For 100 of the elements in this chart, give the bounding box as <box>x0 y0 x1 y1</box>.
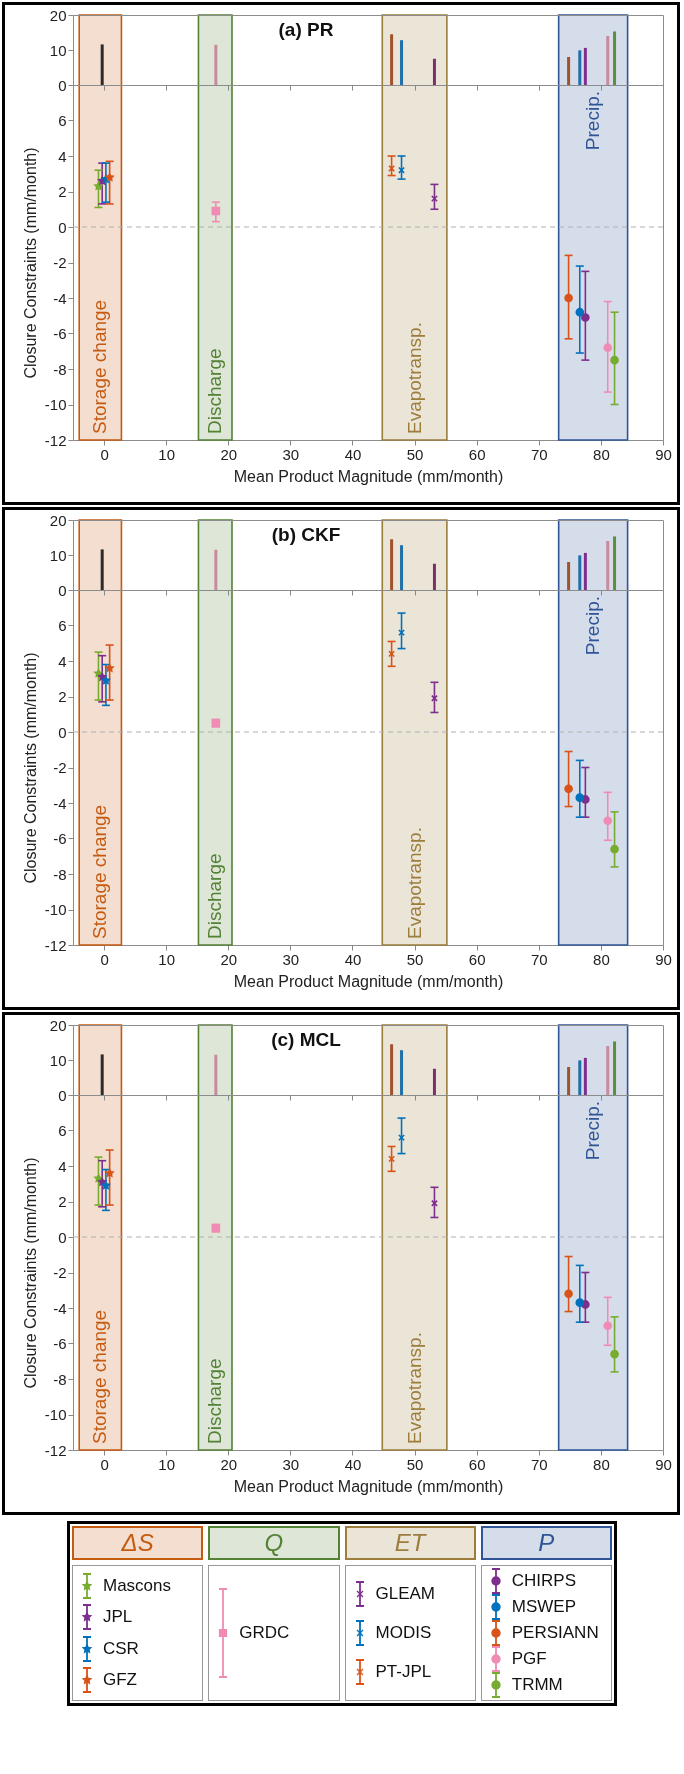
bar <box>578 50 582 85</box>
y-tick-label: 0 <box>58 218 67 236</box>
bar <box>578 1060 582 1095</box>
x-tick-label: 90 <box>655 1455 672 1473</box>
x-tick-label: 80 <box>593 1455 610 1473</box>
point <box>575 793 585 802</box>
y-tick-label: -12 <box>44 431 67 449</box>
legend-label: CSR <box>103 1638 139 1659</box>
legend-label: GFZ <box>103 1669 137 1690</box>
band-label: Discharge <box>204 1358 226 1444</box>
bar <box>214 44 218 85</box>
x-tick-label: 20 <box>220 1455 238 1473</box>
y-tick-label: 0 <box>58 1228 67 1246</box>
point <box>398 1134 405 1142</box>
y-tick-label: 10 <box>49 546 67 564</box>
y-tick-label: -6 <box>53 830 67 847</box>
point <box>101 676 111 685</box>
y-tick-label: -12 <box>44 1441 67 1459</box>
point <box>575 1298 585 1307</box>
x-tick-label: 20 <box>220 950 238 968</box>
x-tick-label: 70 <box>530 1455 548 1473</box>
y-axis-title: Closure Constraints (mm/month) <box>21 652 39 884</box>
y-tick-label: -2 <box>53 759 67 776</box>
legend-label: Mascons <box>103 1576 172 1597</box>
y-tick-label: -8 <box>53 865 67 883</box>
bar <box>100 44 104 85</box>
y-tick-label: 10 <box>49 1051 67 1069</box>
bar <box>100 549 104 590</box>
y-tick-label: -8 <box>53 1370 67 1388</box>
y-tick-label: -10 <box>44 901 67 918</box>
point <box>610 355 619 365</box>
band-label: Storage change <box>89 804 111 939</box>
y-axis-title: Closure Constraints (mm/month) <box>21 147 39 379</box>
legend-label: PERSIANN <box>511 1623 599 1643</box>
y-tick-label: 4 <box>58 147 67 165</box>
point <box>603 1321 613 1331</box>
bar <box>100 1054 104 1095</box>
x-tick-label: 40 <box>344 950 362 968</box>
y-tick-label: -12 <box>44 936 67 954</box>
x-tick-label: 50 <box>406 445 424 463</box>
x-tick-label: 0 <box>100 950 109 968</box>
x-tick-label: 30 <box>282 445 300 463</box>
bar <box>567 562 571 590</box>
legend-label: PT-JPL <box>375 1662 432 1682</box>
x-tick-label: 70 <box>530 445 548 463</box>
y-tick-label: 6 <box>58 1122 67 1139</box>
x-tick-label: 90 <box>655 950 672 968</box>
y-tick-label: 20 <box>49 1016 67 1034</box>
bar <box>583 1057 587 1095</box>
band-label: Precip. <box>582 91 604 151</box>
y-tick-label: 6 <box>58 617 67 634</box>
text: P <box>480 1526 612 1560</box>
x-tick-label: 40 <box>344 1455 362 1473</box>
bar <box>606 1046 610 1095</box>
y-tick-label: -10 <box>44 396 67 413</box>
bar <box>432 563 436 590</box>
band-label: Discharge <box>204 853 226 939</box>
text: ΔS <box>72 1526 204 1560</box>
point <box>564 784 573 794</box>
bar <box>567 1067 571 1095</box>
y-tick-label: -4 <box>53 1299 67 1317</box>
x-axis-title: Mean Product Magnitude (mm/month) <box>233 1477 504 1495</box>
legend-label: PGF <box>511 1649 547 1669</box>
point <box>105 172 114 181</box>
y-axis-title: Closure Constraints (mm/month) <box>21 1157 39 1389</box>
band-label: Storage change <box>89 299 111 434</box>
y-tick-label: -2 <box>53 1264 67 1281</box>
y-tick-label: 0 <box>58 723 67 741</box>
legend-label: GRDC <box>239 1623 290 1643</box>
legend-label: TRMM <box>511 1675 563 1695</box>
bar <box>390 539 394 590</box>
bar <box>214 1054 218 1095</box>
x-tick-label: 0 <box>100 1455 109 1473</box>
point <box>610 844 619 854</box>
bar <box>613 1041 617 1095</box>
band-label: Precip. <box>582 596 604 656</box>
band-label: Precip. <box>582 1101 604 1161</box>
x-tick-label: 60 <box>468 1455 486 1473</box>
bar <box>583 47 587 85</box>
point <box>610 1349 619 1359</box>
x-tick-label: 50 <box>406 950 424 968</box>
y-tick-label: -8 <box>53 360 67 378</box>
point <box>94 1174 103 1183</box>
bar <box>567 57 571 85</box>
x-tick-label: 40 <box>344 445 362 463</box>
bar <box>613 31 617 85</box>
bar <box>400 40 404 85</box>
band-label: Evapotransp. <box>403 1332 425 1444</box>
y-tick-label: -10 <box>44 1406 67 1423</box>
x-tick-label: 0 <box>100 445 109 463</box>
legend-label: MODIS <box>375 1623 432 1643</box>
x-tick-label: 80 <box>593 950 610 968</box>
y-tick-label: 4 <box>58 1157 67 1175</box>
y-tick-label: 2 <box>58 688 67 705</box>
x-tick-label: 60 <box>468 950 486 968</box>
bar <box>214 549 218 590</box>
y-tick-label: 0 <box>58 581 67 599</box>
x-tick-label: 90 <box>655 445 672 463</box>
text: Q <box>208 1526 340 1560</box>
point <box>105 663 114 672</box>
